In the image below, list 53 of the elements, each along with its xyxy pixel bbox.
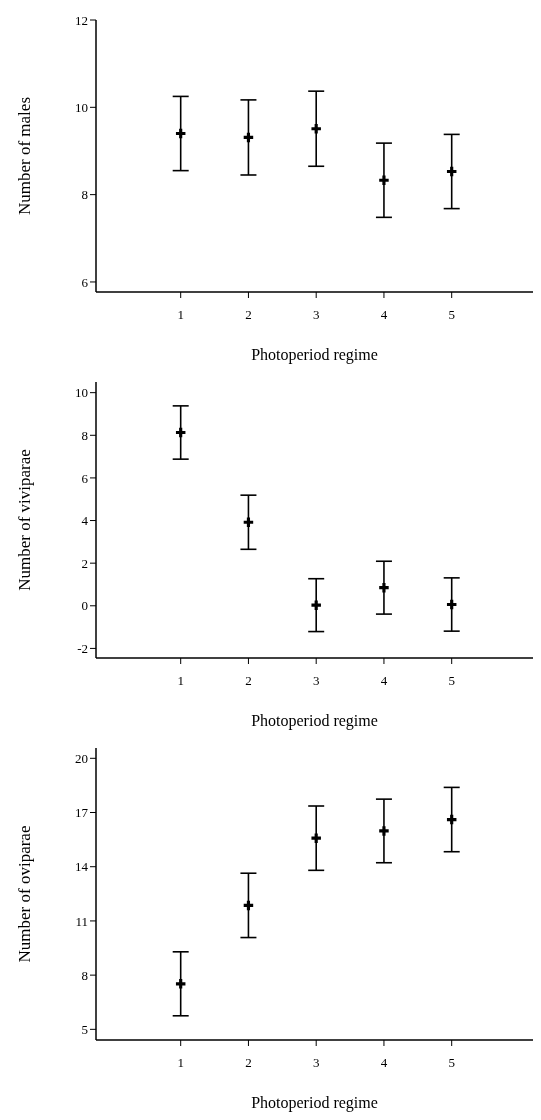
y-tick-label: 11 xyxy=(75,913,88,929)
point xyxy=(243,132,254,143)
x-tick-label: 1 xyxy=(177,1055,184,1071)
y-tick-label: 0 xyxy=(81,598,88,614)
x-tick-label: 2 xyxy=(245,307,252,323)
y-axis-title: Number of viviparae xyxy=(15,449,35,591)
x-axis-title: Photoperiod regime xyxy=(251,346,378,364)
point xyxy=(243,900,254,911)
y-tick-label: 4 xyxy=(81,513,89,529)
y-tick-label: -2 xyxy=(77,641,88,657)
y-tick-label: 12 xyxy=(75,12,88,28)
point xyxy=(379,826,389,836)
x-tick-label: 1 xyxy=(177,673,184,689)
y-tick-label: 2 xyxy=(81,555,88,571)
point xyxy=(446,599,457,610)
y-tick-label: 5 xyxy=(81,1021,88,1037)
y-tick-label: 8 xyxy=(81,187,88,203)
x-tick-label: 2 xyxy=(245,673,252,689)
x-tick-label: 5 xyxy=(448,307,455,323)
x-axis-title: Photoperiod regime xyxy=(251,1094,378,1112)
point xyxy=(175,427,186,438)
point xyxy=(311,600,321,610)
point xyxy=(379,175,389,185)
point xyxy=(175,979,186,989)
point xyxy=(446,814,457,825)
y-tick-label: 10 xyxy=(75,99,88,115)
point xyxy=(243,517,254,527)
x-tick-label: 5 xyxy=(448,1055,455,1071)
y-tick-label: 6 xyxy=(81,274,89,290)
y-axis-title: Number of oviparae xyxy=(15,825,35,963)
x-tick-label: 5 xyxy=(448,673,455,689)
point xyxy=(311,123,321,134)
x-tick-label: 3 xyxy=(312,307,320,323)
x-tick-label: 2 xyxy=(245,1055,252,1071)
y-axis-title: Number of males xyxy=(15,96,35,216)
x-axis-title: Photoperiod regime xyxy=(251,712,378,730)
x-tick-label: 4 xyxy=(380,307,388,323)
x-tick-label: 4 xyxy=(380,673,388,689)
point xyxy=(175,128,186,139)
y-tick-label: 8 xyxy=(81,967,88,983)
y-tick-label: 8 xyxy=(81,427,88,443)
point xyxy=(379,582,389,593)
point xyxy=(446,166,457,177)
point xyxy=(311,833,321,843)
x-tick-label: 1 xyxy=(177,307,184,323)
y-tick-label: 14 xyxy=(75,859,89,875)
x-tick-label: 3 xyxy=(312,673,320,689)
x-tick-label: 4 xyxy=(380,1055,388,1071)
y-tick-label: 17 xyxy=(75,805,89,821)
y-tick-label: 6 xyxy=(81,470,89,486)
y-tick-label: 10 xyxy=(75,385,88,401)
x-tick-label: 3 xyxy=(312,1055,320,1071)
y-tick-label: 20 xyxy=(75,750,88,766)
